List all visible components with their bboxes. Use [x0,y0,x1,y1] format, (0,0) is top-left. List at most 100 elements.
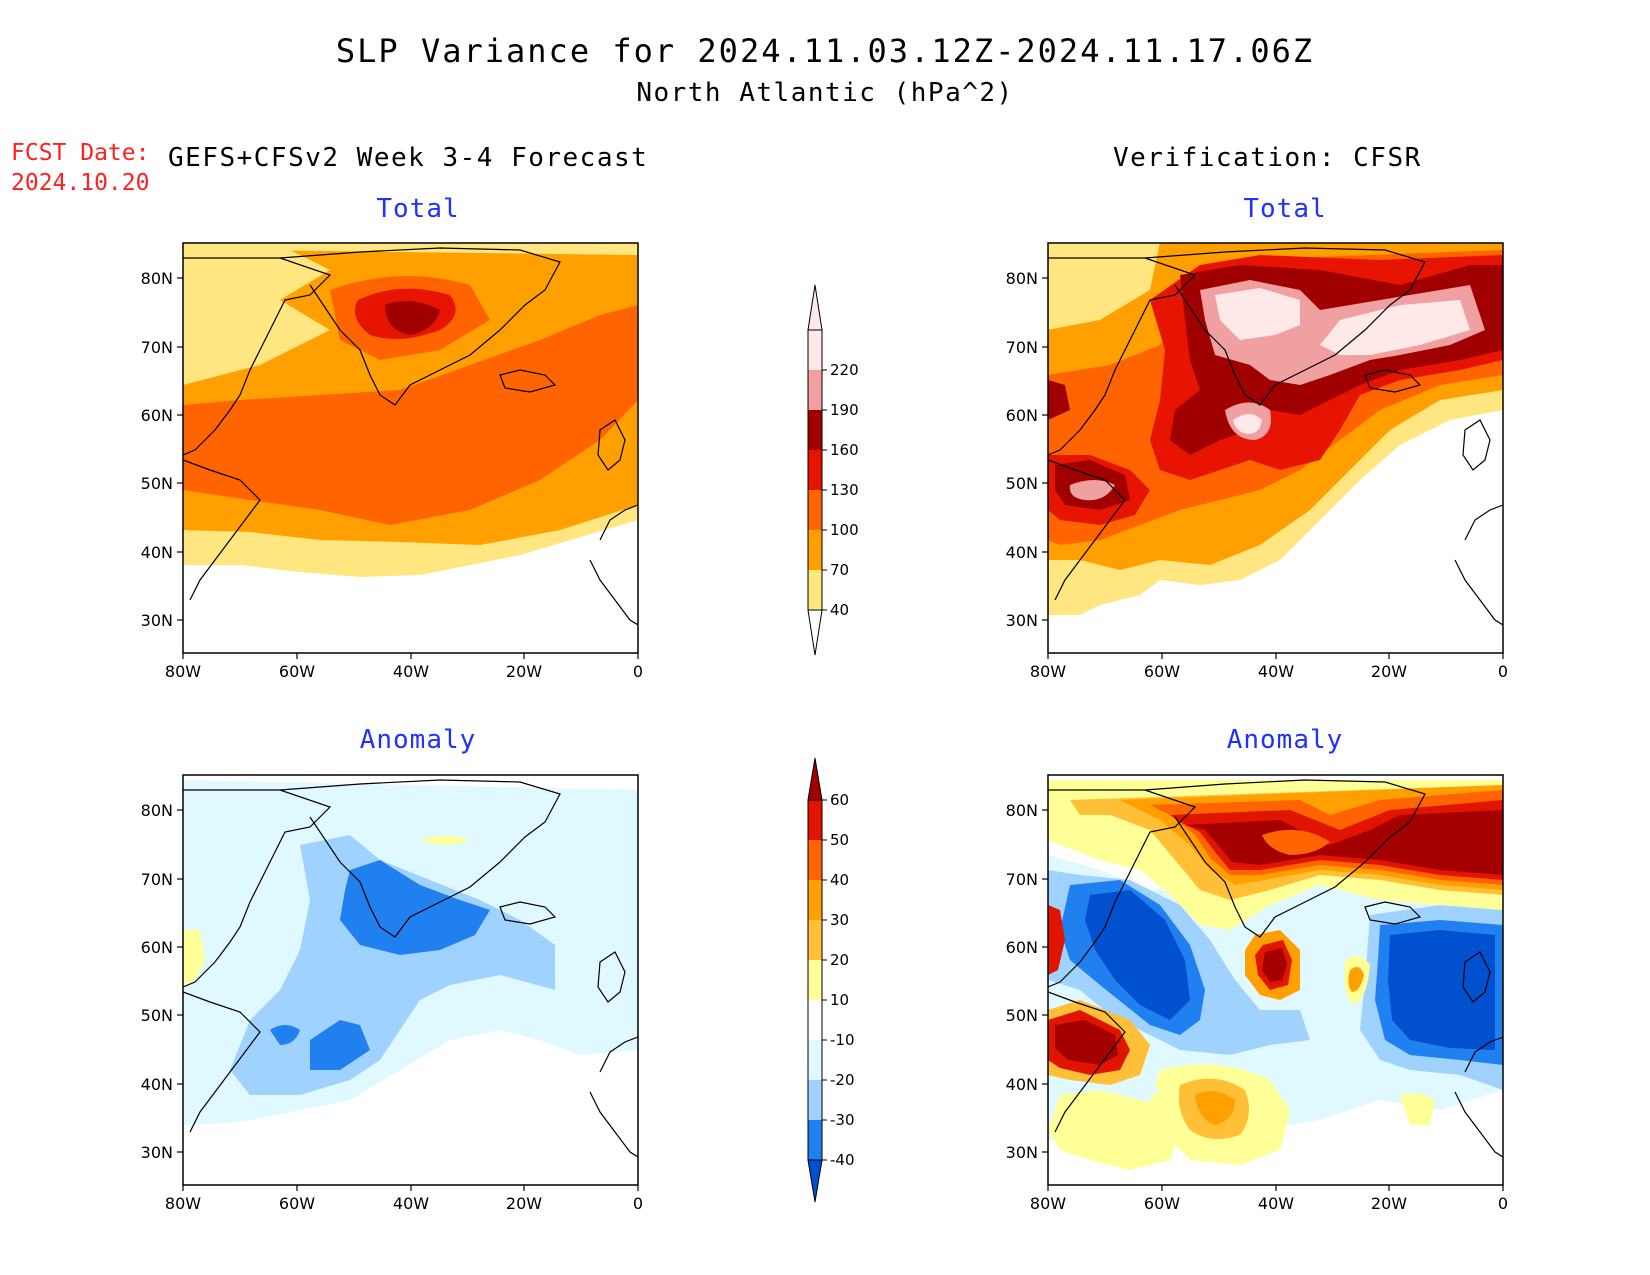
total-colorbar-label: 40 [830,601,849,619]
lat-tick-label: 70N [1006,338,1038,357]
total-colorbar-label: 70 [830,561,849,579]
lat-tick-label: 30N [141,611,173,630]
anomaly-colorbar-top-arrow [807,757,823,801]
fcst-total-map [183,243,638,653]
total-colorbar-top-arrow [807,284,823,331]
anomaly-colorbar-label: 60 [830,791,849,809]
left-column-title: GEFS+CFSv2 Week 3-4 Forecast [168,143,649,173]
anomaly-colorbar-label: -40 [830,1151,855,1169]
lon-tick-label: 40W [393,662,429,681]
anomaly-colorbar-label: -20 [830,1071,855,1089]
anomaly-colorbar-frame [807,799,823,1161]
lat-tick-label: 80N [141,269,173,288]
anomaly-colorbar-box [808,840,822,880]
lat-tick-label: 80N [1006,801,1038,820]
total-colorbar-frame [807,329,823,611]
anomaly-colorbar-label: 20 [830,951,849,969]
anomaly-colorbar-box [808,1080,822,1120]
lon-tick-label: 20W [1371,1194,1407,1213]
total-colorbar-label: 160 [830,441,859,459]
anomaly-colorbar-label: 10 [830,991,849,1009]
total-colorbar-label: 190 [830,401,859,419]
lat-tick-label: 40N [141,543,173,562]
lat-tick-label: 80N [1006,269,1038,288]
total-colorbar-box [808,330,822,370]
coastlines [183,247,1503,1158]
lat-tick-label: 60N [141,406,173,425]
lat-tick-label: 50N [141,1006,173,1025]
main-title: SLP Variance for 2024.11.03.12Z-2024.11.… [335,32,1315,70]
anomaly-colorbar-label: 50 [830,831,849,849]
lon-tick-label: 60W [279,1194,315,1213]
total-colorbar-box [808,490,822,530]
lat-tick-label: 30N [141,1143,173,1162]
total-colorbar-label: 220 [830,361,859,379]
obs-anomaly-label: Anomaly [1226,725,1344,755]
anomaly-colorbar-box [808,880,822,920]
lat-tick-label: 40N [1006,1075,1038,1094]
anomaly-colorbar-bottom-arrow [807,1159,823,1203]
lat-tick-label: 50N [1006,474,1038,493]
lat-tick-label: 40N [1006,543,1038,562]
lat-tick-label: 70N [141,870,173,889]
total-colorbar-bottom-arrow [807,609,823,656]
total-colorbar-label: 100 [830,521,859,539]
lat-tick-label: 50N [141,474,173,493]
lat-tick-label: 30N [1006,611,1038,630]
lon-tick-label: 60W [1144,1194,1180,1213]
total-colorbar-label: 130 [830,481,859,499]
obs-total-label: Total [1243,194,1327,224]
lon-tick-label: 80W [165,1194,201,1213]
lon-tick-label: 40W [393,1194,429,1213]
total-colorbar-box [808,370,822,410]
obs-total-map [1048,243,1503,653]
anomaly-colorbar-box [808,1000,822,1040]
fcst-anomaly-label: Anomaly [359,725,477,755]
main-subtitle: North Atlantic (hPa^2) [636,78,1014,108]
anomaly-colorbar-label: 40 [830,871,849,889]
total-colorbar-box [808,570,822,610]
axes-layer: 80N 70N 60N 50N 40N 30N 80W 60W 40W 20W 0 80N 70N 60N… [141,269,1508,1213]
total-colorbar-box [808,530,822,570]
lon-tick-label: 0 [1498,662,1508,681]
lon-tick-label: 60W [1144,662,1180,681]
anomaly-colorbar-label: 30 [830,911,849,929]
lat-tick-label: 70N [1006,870,1038,889]
lat-tick-label: 30N [1006,1143,1038,1162]
lat-tick-label: 60N [1006,406,1038,425]
fcst-total-label: Total [376,194,460,224]
lon-tick-label: 0 [633,1194,643,1213]
lat-tick-label: 80N [141,801,173,820]
anomaly-colorbar: -40 -30 -20 -10 10 20 30 40 50 60 [807,757,855,1203]
lon-tick-label: 60W [279,662,315,681]
obs-anomaly-map [1048,775,1503,1185]
lon-tick-label: 0 [1498,1194,1508,1213]
lon-tick-label: 40W [1258,662,1294,681]
anomaly-colorbar-box [808,1040,822,1080]
lon-tick-label: 20W [506,662,542,681]
anomaly-colorbar-box [808,960,822,1000]
total-colorbar: 40 70 100 130 160 190 220 [807,284,859,656]
lon-tick-label: 80W [1030,1194,1066,1213]
lat-tick-label: 60N [141,938,173,957]
total-colorbar-box [808,450,822,490]
lon-tick-label: 80W [165,662,201,681]
lon-tick-label: 20W [1371,662,1407,681]
total-colorbar-box [808,410,822,450]
anomaly-colorbar-label: -30 [830,1111,855,1129]
lat-tick-label: 40N [141,1075,173,1094]
lon-tick-label: 20W [506,1194,542,1213]
lat-tick-label: 60N [1006,938,1038,957]
fcst-date-label: FCST Date: [11,140,150,166]
anomaly-colorbar-box [808,920,822,960]
fcst-anomaly-map [183,775,638,1185]
lat-tick-label: 50N [1006,1006,1038,1025]
anomaly-colorbar-box [808,800,822,840]
lon-tick-label: 40W [1258,1194,1294,1213]
anomaly-colorbar-box [808,1120,822,1160]
anomaly-colorbar-label: -10 [830,1031,855,1049]
lon-tick-label: 80W [1030,662,1066,681]
fcst-date-value: 2024.10.20 [11,170,150,196]
right-column-title: Verification: CFSR [1113,143,1422,173]
